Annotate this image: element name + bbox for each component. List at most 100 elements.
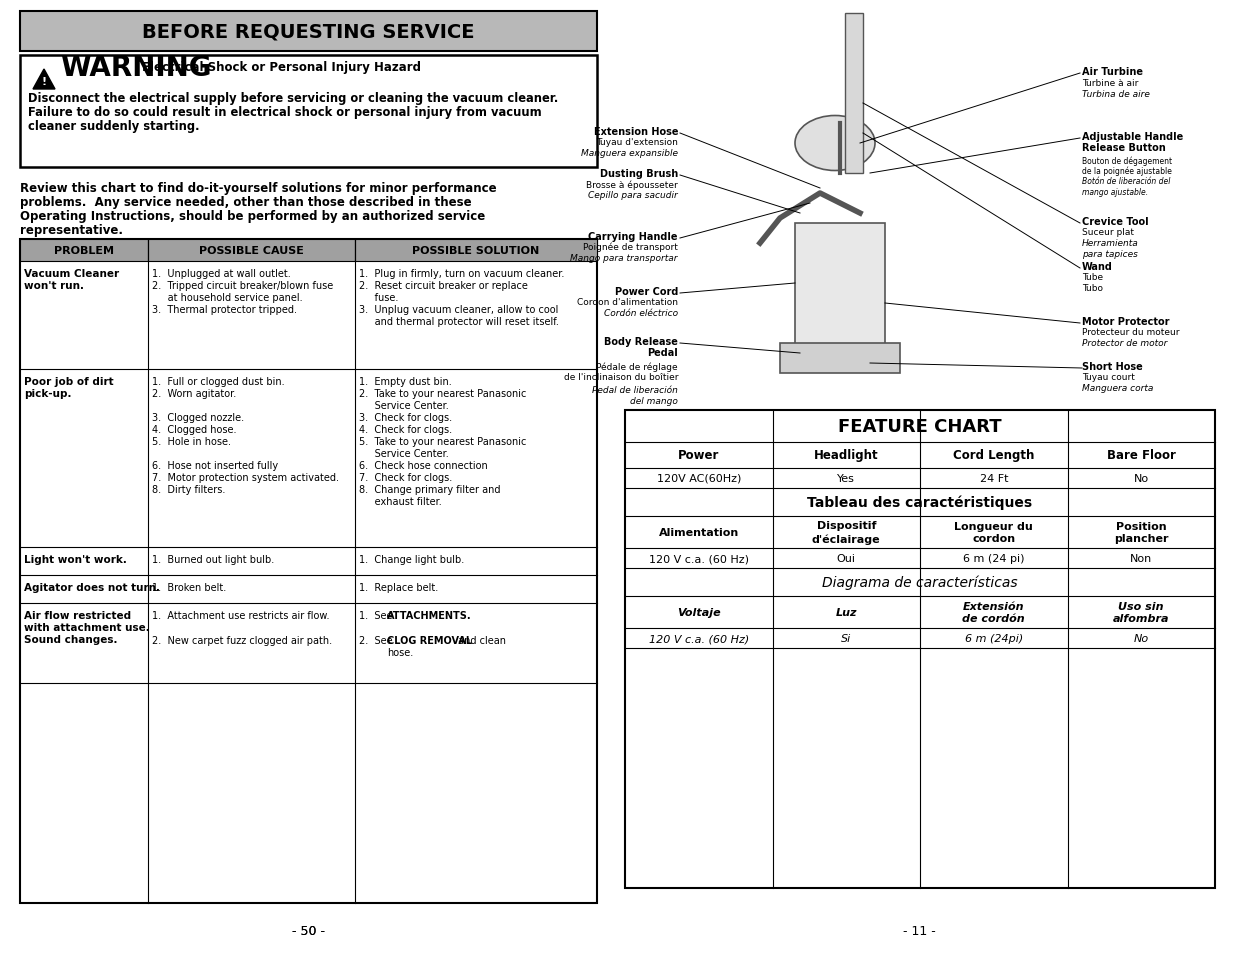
- Text: 1.  Empty dust bin.: 1. Empty dust bin.: [359, 376, 452, 387]
- Text: Cepillo para sacudir: Cepillo para sacudir: [588, 191, 678, 200]
- Text: Air flow restricted: Air flow restricted: [23, 610, 131, 620]
- Text: !: !: [42, 77, 47, 87]
- Text: 3.  Check for clogs.: 3. Check for clogs.: [359, 413, 452, 422]
- Text: Failure to do so could result in electrical shock or personal injury from vacuum: Failure to do so could result in electri…: [28, 106, 542, 119]
- Text: Dispositif
d'éclairage: Dispositif d'éclairage: [811, 521, 881, 544]
- Text: Poor job of dirt: Poor job of dirt: [23, 376, 114, 387]
- Text: 1.  See: 1. See: [359, 610, 395, 620]
- Text: 2.  Reset circuit breaker or replace: 2. Reset circuit breaker or replace: [359, 281, 527, 291]
- Text: 3.  Thermal protector tripped.: 3. Thermal protector tripped.: [152, 305, 296, 314]
- Text: Longueur du
cordon: Longueur du cordon: [955, 521, 1034, 543]
- Text: 4.  Clogged hose.: 4. Clogged hose.: [152, 424, 236, 435]
- Text: Voltaje: Voltaje: [677, 607, 720, 618]
- Text: 6 m (24pi): 6 m (24pi): [965, 634, 1023, 643]
- Text: representative.: representative.: [20, 224, 124, 236]
- Text: - 50 -: - 50 -: [291, 924, 325, 938]
- Text: Pédale de réglage: Pédale de réglage: [597, 361, 678, 371]
- Text: PROBLEM: PROBLEM: [54, 246, 114, 255]
- Text: - 11 -: - 11 -: [903, 924, 935, 938]
- Text: Protector de motor: Protector de motor: [1082, 338, 1167, 348]
- Text: Botón de liberación del: Botón de liberación del: [1082, 177, 1171, 186]
- Bar: [20, 240, 597, 903]
- Text: and clean: and clean: [454, 636, 506, 645]
- Text: Bouton de dégagement: Bouton de dégagement: [1082, 156, 1172, 165]
- Text: de l'inclinaison du boîtier: de l'inclinaison du boîtier: [563, 373, 678, 381]
- Text: BEFORE REQUESTING SERVICE: BEFORE REQUESTING SERVICE: [142, 23, 474, 42]
- Text: Release Button: Release Button: [1082, 143, 1166, 152]
- Text: 2.  Tripped circuit breaker/blown fuse: 2. Tripped circuit breaker/blown fuse: [152, 281, 333, 291]
- Text: No: No: [1134, 634, 1149, 643]
- Text: at household service panel.: at household service panel.: [152, 293, 303, 303]
- Bar: [354, 240, 597, 262]
- Text: 120V AC(60Hz): 120V AC(60Hz): [657, 474, 741, 483]
- Text: Review this chart to find do-it-yourself solutions for minor performance: Review this chart to find do-it-yourself…: [20, 182, 496, 194]
- Text: Service Center.: Service Center.: [359, 449, 448, 458]
- Text: Dusting Brush: Dusting Brush: [600, 169, 678, 179]
- Bar: [625, 411, 1215, 888]
- Text: 8.  Change primary filter and: 8. Change primary filter and: [359, 484, 500, 495]
- Text: WARNING: WARNING: [61, 54, 211, 82]
- Text: Crevice Tool: Crevice Tool: [1082, 216, 1149, 227]
- Text: pick-up.: pick-up.: [23, 389, 72, 398]
- Bar: [20, 12, 597, 52]
- Text: CLOG REMOVAL: CLOG REMOVAL: [387, 636, 472, 645]
- Text: 24 Ft: 24 Ft: [979, 474, 1008, 483]
- Text: 2.  Take to your nearest Panasonic: 2. Take to your nearest Panasonic: [359, 389, 526, 398]
- Text: Agitator does not turn.: Agitator does not turn.: [23, 582, 161, 593]
- Text: 7.  Check for clogs.: 7. Check for clogs.: [359, 473, 452, 482]
- Text: Motor Protector: Motor Protector: [1082, 316, 1170, 327]
- Text: 1.  Unplugged at wall outlet.: 1. Unplugged at wall outlet.: [152, 269, 290, 278]
- Text: cleaner suddenly starting.: cleaner suddenly starting.: [28, 120, 200, 132]
- Bar: [148, 240, 354, 262]
- Text: Vacuum Cleaner: Vacuum Cleaner: [23, 269, 119, 278]
- Text: Cordón eléctrico: Cordón eléctrico: [604, 309, 678, 317]
- Text: Brosse à épousseter: Brosse à épousseter: [587, 180, 678, 190]
- Text: Body Release: Body Release: [604, 336, 678, 347]
- Text: Service Center.: Service Center.: [359, 400, 448, 411]
- Text: 3.  Unplug vacuum cleaner, allow to cool: 3. Unplug vacuum cleaner, allow to cool: [359, 305, 558, 314]
- Text: Cord Length: Cord Length: [953, 449, 1035, 462]
- Text: Herramienta: Herramienta: [1082, 239, 1139, 248]
- Text: Tuyau d'extension: Tuyau d'extension: [597, 138, 678, 147]
- Text: Alimentation: Alimentation: [658, 527, 739, 537]
- Text: 5.  Take to your nearest Panasonic: 5. Take to your nearest Panasonic: [359, 436, 526, 447]
- Text: ATTACHMENTS.: ATTACHMENTS.: [387, 610, 472, 620]
- Text: Operating Instructions, should be performed by an authorized service: Operating Instructions, should be perfor…: [20, 210, 485, 223]
- Bar: [20, 240, 148, 262]
- Text: para tapices: para tapices: [1082, 250, 1137, 258]
- Text: 8.  Dirty filters.: 8. Dirty filters.: [152, 484, 225, 495]
- Text: Manguera expansible: Manguera expansible: [580, 149, 678, 158]
- Text: 6.  Check hose connection: 6. Check hose connection: [359, 460, 488, 471]
- Text: Suceur plat: Suceur plat: [1082, 228, 1134, 236]
- Text: 6 m (24 pi): 6 m (24 pi): [963, 554, 1025, 563]
- Text: 120 V c.a. (60 Hz): 120 V c.a. (60 Hz): [648, 634, 748, 643]
- Text: won't run.: won't run.: [23, 281, 84, 291]
- Text: Poignée de transport: Poignée de transport: [583, 243, 678, 253]
- Text: POSSIBLE CAUSE: POSSIBLE CAUSE: [199, 246, 304, 255]
- Text: Bare Floor: Bare Floor: [1107, 449, 1176, 462]
- Text: Tube: Tube: [1082, 273, 1103, 282]
- Text: Si: Si: [841, 634, 851, 643]
- Text: de la poignée ajustable: de la poignée ajustable: [1082, 166, 1172, 175]
- Text: Manguera corta: Manguera corta: [1082, 384, 1153, 393]
- Text: Mango para transportar: Mango para transportar: [571, 253, 678, 263]
- Text: Extension Hose: Extension Hose: [594, 127, 678, 137]
- Text: Power: Power: [678, 449, 720, 462]
- Text: Uso sin
alfombra: Uso sin alfombra: [1113, 601, 1170, 623]
- Text: 1.  Full or clogged dust bin.: 1. Full or clogged dust bin.: [152, 376, 284, 387]
- Text: Light won't work.: Light won't work.: [23, 555, 127, 564]
- Text: 1.  Burned out light bulb.: 1. Burned out light bulb.: [152, 555, 274, 564]
- Text: 2.  New carpet fuzz clogged air path.: 2. New carpet fuzz clogged air path.: [152, 636, 332, 645]
- Text: No: No: [1134, 474, 1149, 483]
- Text: Disconnect the electrical supply before servicing or cleaning the vacuum cleaner: Disconnect the electrical supply before …: [28, 91, 558, 105]
- Text: Cordon d'alimentation: Cordon d'alimentation: [577, 297, 678, 307]
- Text: Wand: Wand: [1082, 262, 1113, 272]
- Text: with attachment use.: with attachment use.: [23, 622, 149, 633]
- Text: fuse.: fuse.: [359, 293, 399, 303]
- Text: Diagrama de características: Diagrama de características: [823, 576, 1018, 590]
- Polygon shape: [33, 70, 56, 90]
- Text: Luz: Luz: [836, 607, 857, 618]
- Text: 2.  See: 2. See: [359, 636, 395, 645]
- Text: Carrying Handle: Carrying Handle: [589, 232, 678, 242]
- Text: hose.: hose.: [387, 647, 414, 658]
